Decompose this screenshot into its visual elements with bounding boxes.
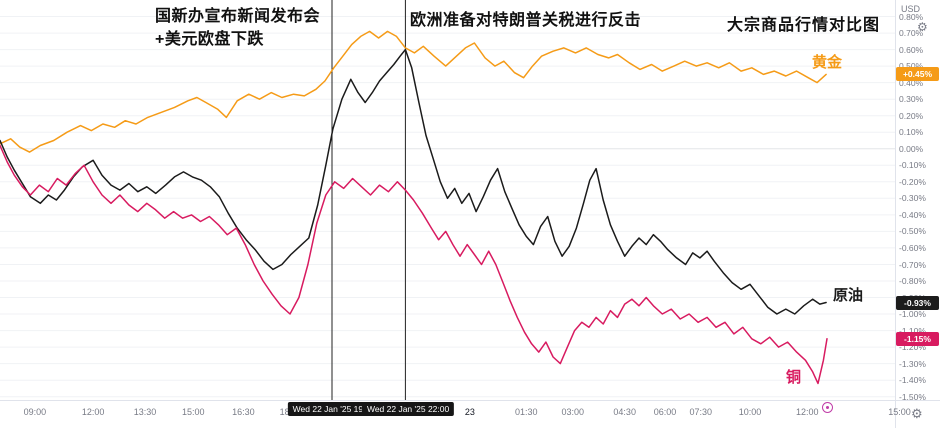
price-tick-label: -1.10%	[899, 325, 926, 336]
price-tick-label: -0.10%	[899, 160, 926, 171]
time-axis-settings-gear-icon[interactable]: ⚙	[911, 406, 923, 421]
price-tick-label: -1.50%	[899, 391, 926, 402]
annotation-news-presser: 国新办宣布新闻发布会 +美元欧盘下跌	[155, 5, 320, 51]
annotation-line-1: 国新办宣布新闻发布会	[155, 8, 321, 25]
time-tick-label: 01:30	[515, 407, 538, 417]
price-tick-label: -1.40%	[899, 375, 926, 386]
price-tick-label: 0.30%	[899, 94, 924, 105]
price-tick-label: 0.60%	[899, 44, 924, 55]
price-tick-label: -0.60%	[899, 242, 926, 253]
price-tick-label: -1.20%	[899, 342, 926, 353]
time-tick-label: 07:30	[689, 407, 713, 417]
event-date-badge[interactable]: Wed 22 Jan '25 19:30	[287, 402, 380, 416]
price-tick-label: 0.50%	[899, 61, 924, 72]
gold-last-price-badge[interactable]: +0.45%	[896, 67, 939, 82]
annotation-line-2: +美元欧盘下跌	[155, 31, 264, 49]
event-date-badge[interactable]: Wed 22 Jan '25 22:00	[361, 402, 455, 416]
time-tick-label: 12:00	[81, 407, 105, 417]
price-tick-label: -0.40%	[899, 209, 926, 220]
price-tick-label: 0.40%	[899, 77, 924, 88]
timeline-event-marker-icon[interactable]	[822, 402, 833, 413]
price-axis-settings-gear-icon[interactable]: ⚙	[917, 20, 928, 34]
price-tick-label: 0.00%	[899, 143, 924, 154]
price-tick-label: 0.80%	[899, 11, 924, 22]
time-tick-label: 06:00	[653, 407, 677, 417]
price-tick-label: -1.30%	[899, 358, 926, 369]
time-tick-label: 13:30	[133, 407, 157, 417]
gold-price-line[interactable]	[0, 30, 827, 153]
price-tick-label: 0.10%	[899, 127, 924, 138]
time-tick-label: 04:30	[613, 407, 636, 417]
currency-label[interactable]: USD	[901, 4, 921, 14]
price-tick-label: -1.00%	[899, 309, 926, 319]
date-badge-separator: -	[369, 406, 373, 416]
price-tick-label: -0.30%	[899, 193, 926, 204]
oil-price-line[interactable]	[0, 48, 827, 315]
time-tick-label: 15:00	[182, 407, 205, 417]
oil-last-price-badge[interactable]: -0.93%	[896, 295, 939, 310]
time-axis[interactable]: 09:0012:0013:3015:0016:3018:002301:3003:…	[0, 400, 940, 428]
time-tick-label: 03:00	[561, 407, 585, 417]
time-tick-label: 23	[464, 407, 475, 417]
price-tick-label: -0.80%	[899, 276, 926, 286]
crude-oil-series-label[interactable]: 原油	[833, 287, 864, 304]
price-tick-label: 0.20%	[899, 110, 924, 121]
chart-title: 大宗商品行情对比图	[727, 17, 881, 34]
price-tick-label: 0.70%	[899, 28, 924, 39]
time-tick-label: 16:30	[232, 407, 255, 417]
price-tick-label: -0.70%	[899, 259, 926, 270]
copper-last-price-badge[interactable]: -1.15%	[896, 331, 939, 346]
copper-series-label[interactable]: 铜	[786, 369, 802, 386]
annotation-news-tariff: 欧洲准备对特朗普关税进行反击	[410, 12, 642, 29]
price-tick-label: -0.20%	[899, 176, 926, 187]
time-tick-label: 10:00	[738, 407, 762, 417]
time-tick-label: 12:00	[796, 407, 819, 417]
gold-series-label[interactable]: 黄金	[812, 54, 843, 71]
time-tick-label: 15:00	[888, 407, 911, 417]
time-tick-label: 09:00	[23, 407, 47, 417]
price-tick-label: -0.50%	[899, 226, 926, 237]
copper-price-line[interactable]	[0, 144, 828, 385]
